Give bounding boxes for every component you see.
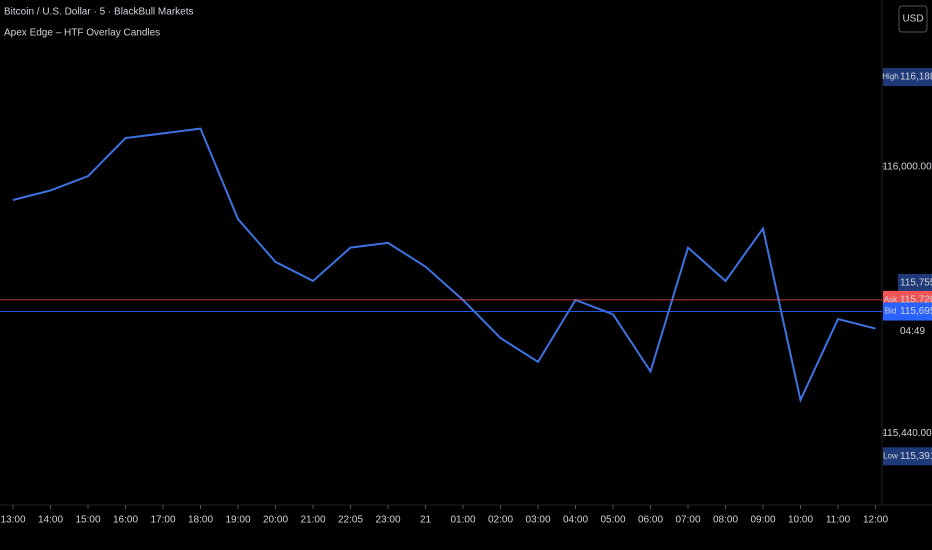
x-tick-label: 23:00	[375, 515, 400, 526]
price-tag-label: 115,755.74	[900, 278, 932, 289]
x-tick-label: 20:00	[263, 515, 288, 526]
x-tick-label: 02:00	[488, 515, 513, 526]
price-tag-label: 115,391.74	[900, 451, 932, 462]
x-tick-label: 15:00	[75, 515, 100, 526]
x-tick-label: 12:00	[863, 515, 888, 526]
currency-button[interactable]	[898, 5, 928, 33]
x-tick-label: 07:00	[675, 515, 700, 526]
x-tick-label: 22:05	[338, 515, 363, 526]
x-tick-label: 04:00	[563, 515, 588, 526]
x-tick-label: 17:00	[150, 515, 175, 526]
x-tick-label: 21:00	[300, 515, 325, 526]
y-tick-label: 116,000.00	[882, 161, 932, 172]
x-tick-label: 09:00	[750, 515, 775, 526]
price-tag	[898, 68, 932, 87]
price-tag-name-box	[883, 447, 898, 466]
price-tag-name-box	[883, 68, 898, 87]
x-tick-label: 10:00	[788, 515, 813, 526]
x-tick-label: 05:00	[600, 515, 625, 526]
x-tick-label: 13:00	[0, 515, 25, 526]
price-tag	[898, 273, 932, 292]
price-tag-name: Ask	[884, 295, 898, 304]
currency-label: USD	[902, 14, 923, 25]
price-tag	[898, 447, 932, 466]
x-tick-label: 16:00	[113, 515, 138, 526]
x-tick-label: 08:00	[713, 515, 738, 526]
price-tag-name: High	[882, 72, 898, 81]
x-tick-label: 19:00	[225, 515, 250, 526]
x-tick-label: 18:00	[188, 515, 213, 526]
price-tag-label: 115,720.25	[900, 295, 932, 306]
countdown: 04:49	[900, 326, 925, 337]
y-tick-label: 115,440.00	[882, 428, 932, 439]
price-tag	[898, 302, 932, 321]
price-tag-label: 115,695.74	[900, 306, 932, 317]
price-tag-name-box	[883, 302, 898, 321]
chart-title: Bitcoin / U.S. Dollar · 5 · BlackBull Ma…	[4, 7, 194, 18]
x-tick-label: 14:00	[38, 515, 63, 526]
x-tick-label: 06:00	[638, 515, 663, 526]
x-tick-label: 03:00	[525, 515, 550, 526]
price-tag-name: Low	[883, 451, 898, 460]
price-tag-name: Bid	[885, 307, 897, 316]
indicator-name: Apex Edge – HTF Overlay Candles	[4, 28, 160, 39]
price-line	[12, 127, 876, 404]
price-tag-label: 116,188.24	[900, 72, 932, 83]
x-tick-label: 11:00	[826, 515, 851, 526]
x-tick-label: 01:00	[450, 515, 475, 526]
x-tick-label: 21	[420, 515, 432, 526]
